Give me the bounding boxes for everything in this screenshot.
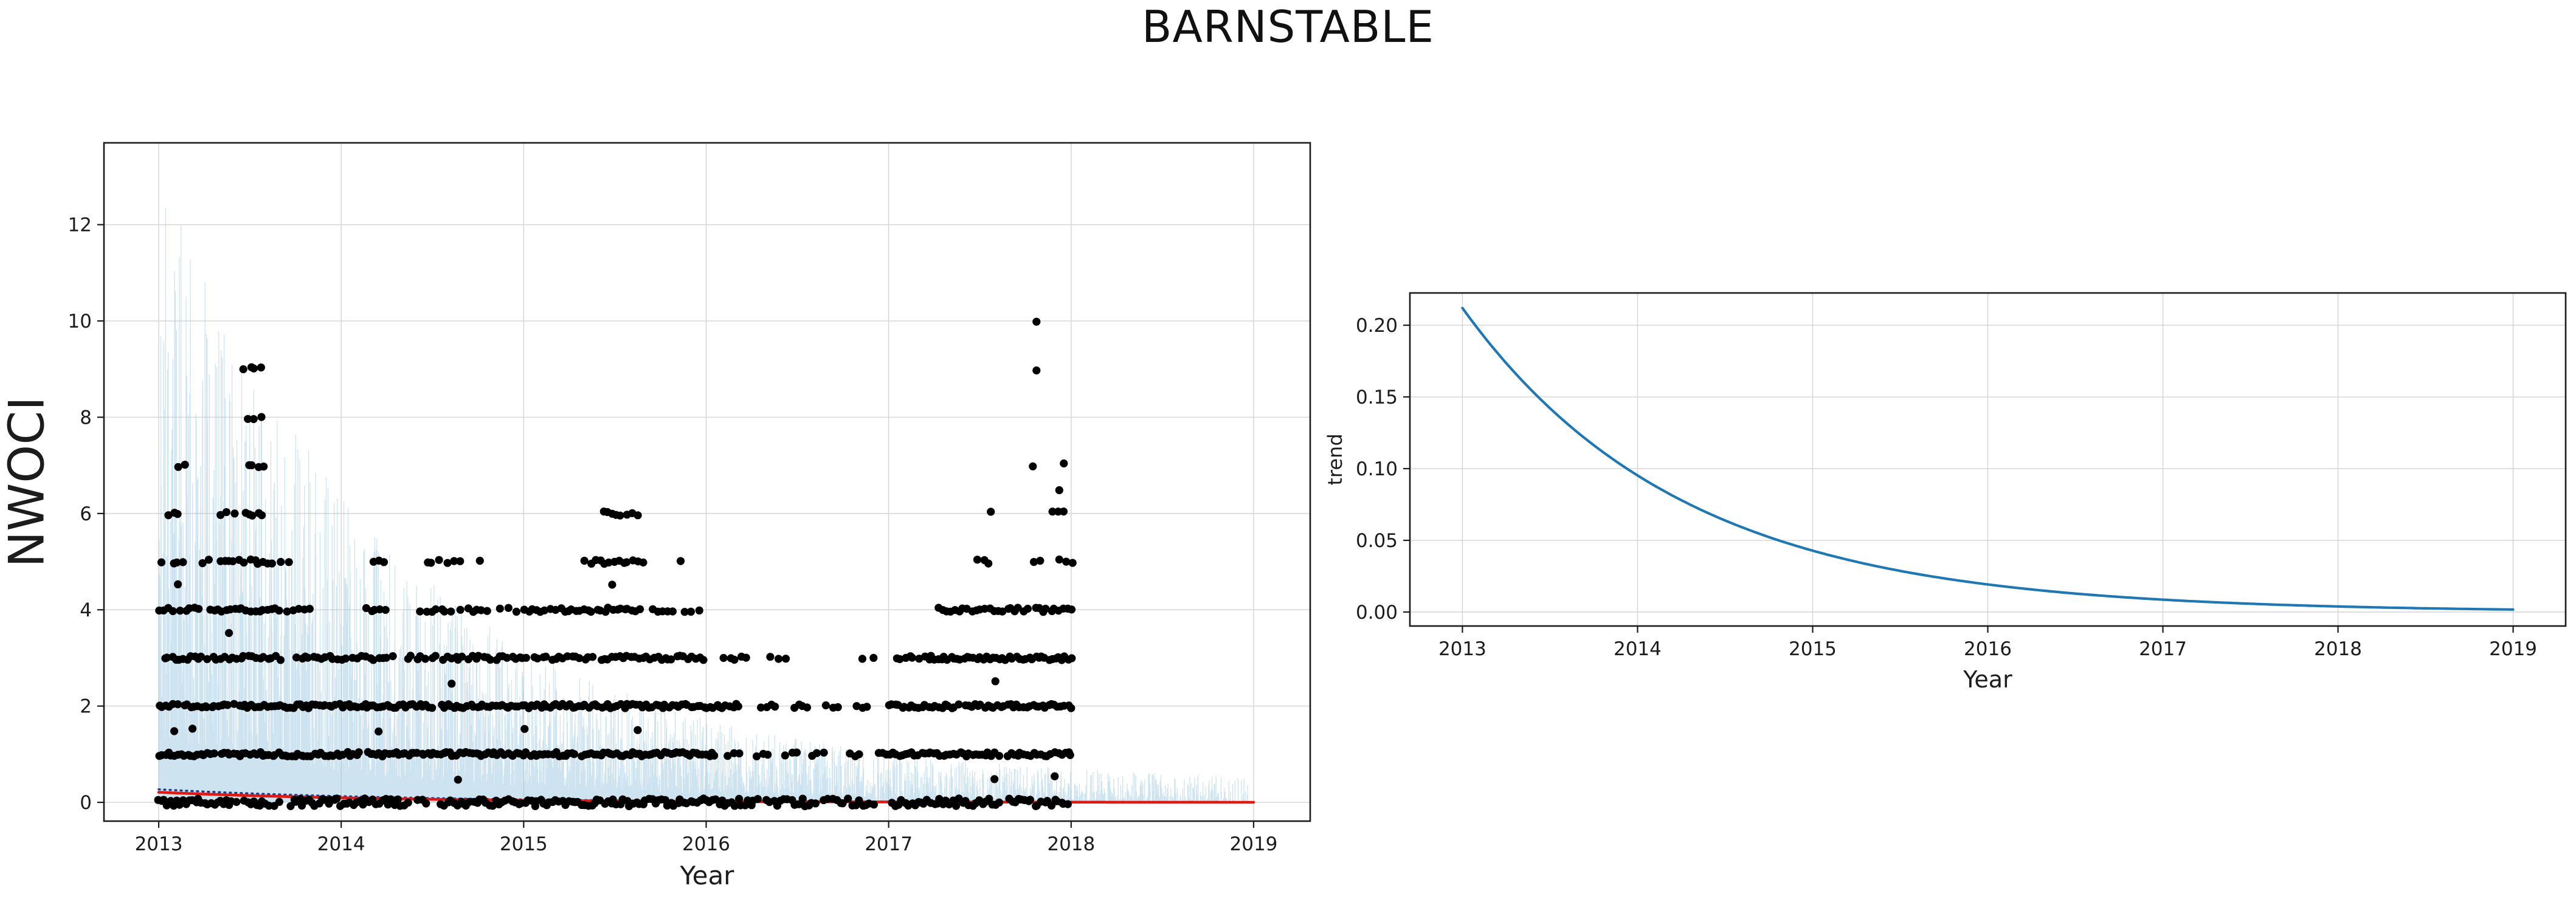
svg-text:2013: 2013: [1438, 638, 1487, 660]
grid-layer: [104, 143, 1310, 821]
svg-text:2015: 2015: [500, 833, 548, 855]
grid-layer: [1410, 293, 2566, 626]
svg-text:2017: 2017: [865, 833, 913, 855]
axes-frame: 2013 2014 2015 2016 2017 2018 2019 0.00 0.05 0.10…: [1356, 292, 2567, 660]
svg-text:0.10: 0.10: [1356, 458, 1398, 480]
svg-text:2018: 2018: [1047, 833, 1095, 855]
svg-text:0.15: 0.15: [1356, 387, 1398, 408]
svg-text:2018: 2018: [2314, 638, 2362, 660]
svg-text:2016: 2016: [1964, 638, 2012, 660]
svg-text:0: 0: [80, 792, 92, 814]
svg-text:0.00: 0.00: [1356, 602, 1398, 624]
svg-text:6: 6: [80, 503, 92, 525]
svg-text:2015: 2015: [1789, 638, 1837, 660]
svg-text:4: 4: [80, 599, 92, 621]
svg-text:2014: 2014: [1614, 638, 1662, 660]
svg-text:10: 10: [68, 311, 92, 332]
svg-text:0.05: 0.05: [1356, 530, 1398, 552]
svg-text:2: 2: [80, 696, 92, 718]
figure-title: BARNSTABLE: [1142, 1, 1434, 52]
svg-text:0.20: 0.20: [1356, 315, 1398, 337]
svg-text:2016: 2016: [682, 833, 730, 855]
trend-chart: 2013 2014 2015 2016 2017 2018 2019 0.00 0.05 0.10…: [1356, 292, 2567, 660]
axes-frame: 2013 2014 2015 2016 2017 2018 2019 0 2 4 6 8 10 12: [68, 142, 1311, 855]
svg-text:2019: 2019: [1230, 833, 1278, 855]
observation-dots-layer: [154, 317, 1077, 810]
left-xaxis-label: Year: [680, 861, 734, 890]
tick-labels: 2013 2014 2015 2016 2017 2018 2019 0 2 4 6 8 10 12: [68, 215, 1278, 855]
tick-marks: [1403, 324, 2514, 633]
left-yaxis-label: NWOCI: [0, 396, 55, 568]
tick-labels: 2013 2014 2015 2016 2017 2018 2019 0.00 0.05 0.10…: [1356, 315, 2537, 660]
svg-text:2017: 2017: [2139, 638, 2187, 660]
svg-text:2019: 2019: [2489, 638, 2537, 660]
sample-spikes-layer: [158, 208, 1248, 803]
tick-marks: [97, 224, 1255, 828]
svg-text:2014: 2014: [317, 833, 365, 855]
right-yaxis-label: trend: [1324, 433, 1347, 486]
observations-chart: 2013 2014 2015 2016 2017 2018 2019 0 2 4 6 8 10 12: [68, 142, 1311, 855]
right-xaxis-label: Year: [1963, 666, 2012, 693]
svg-text:8: 8: [80, 407, 92, 428]
trend-line: [1461, 306, 2515, 611]
svg-text:12: 12: [68, 215, 92, 236]
svg-text:2013: 2013: [135, 833, 183, 855]
